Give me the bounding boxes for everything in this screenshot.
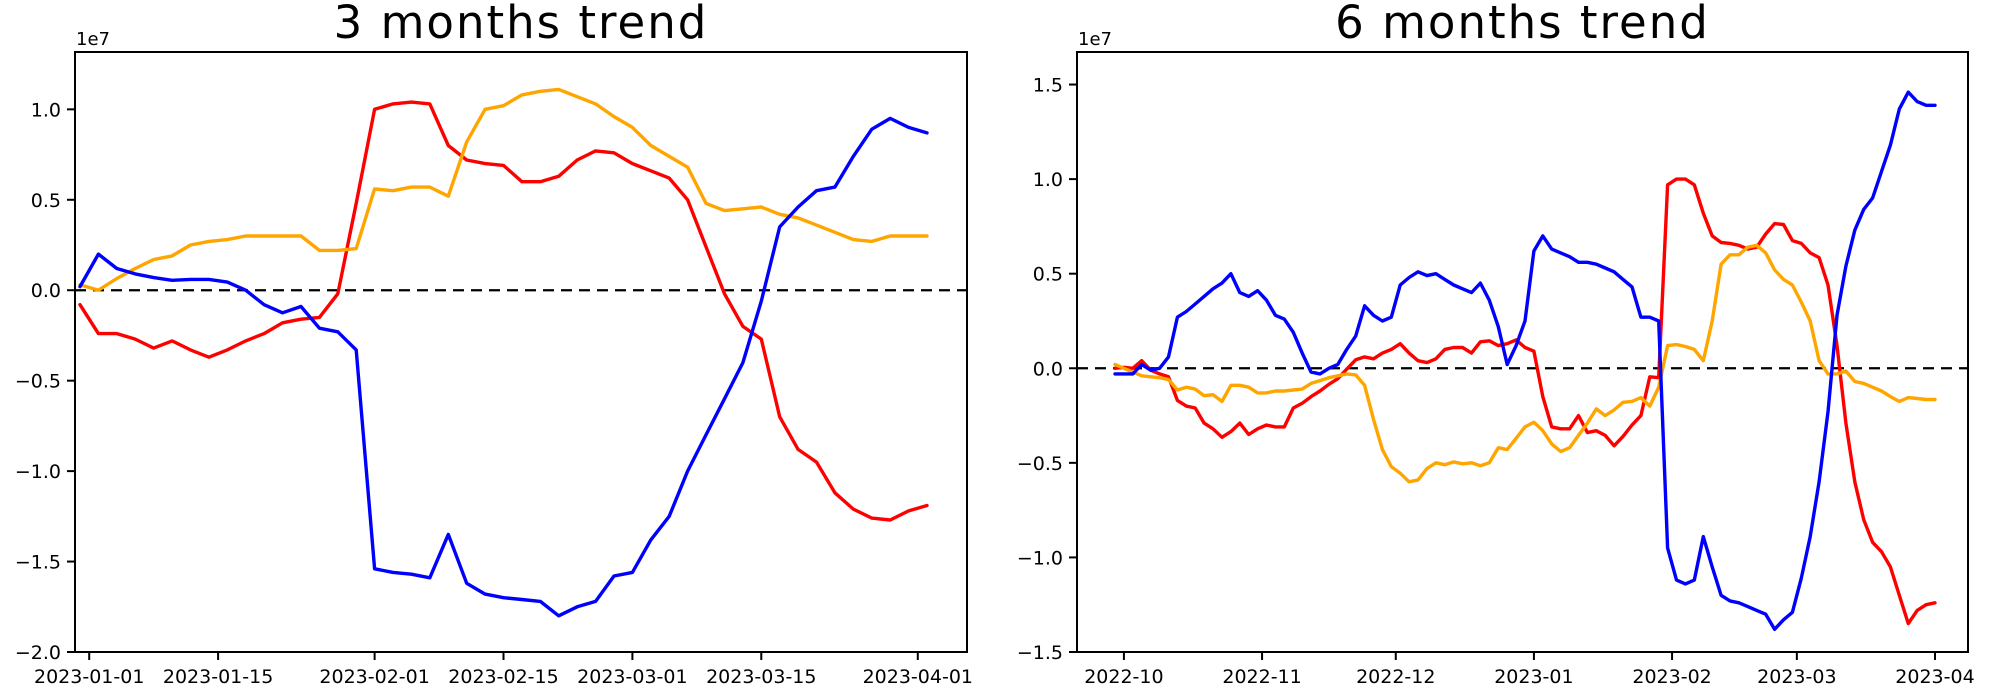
three-months-trend-axes-border <box>74 51 968 653</box>
six-months-trend-chart: 1.5 1.0 0.5 0.0 −0.5 −1.0 −1.5 2022-10 2022-11 20… <box>1017 0 1975 688</box>
six-months-trend-y-tick-label: 0.5 <box>1033 264 1063 286</box>
three-months-trend-x-tick-label: 2023-03-01 <box>577 666 687 688</box>
six-months-trend-series-red <box>1113 177 1937 626</box>
six-months-trend-series-orange <box>1113 243 1937 484</box>
three-months-trend-x-tick-label: 2023-02-01 <box>319 666 429 688</box>
six-months-trend-axes-border <box>1076 51 1969 653</box>
three-months-trend-axis-offset-label: 1e7 <box>76 29 110 50</box>
three-months-trend-y-tick-label: 1.0 <box>31 99 61 121</box>
six-months-trend-x-tick-label: 2023-02 <box>1632 666 1711 688</box>
three-months-trend-x-tick-label: 2023-02-15 <box>448 666 558 688</box>
three-months-trend-x-tick-label: 2023-04-01 <box>863 666 973 688</box>
six-months-trend-y-tick-label: −1.5 <box>1017 642 1063 664</box>
six-months-trend-x-tick-label: 2023-04 <box>1895 666 1974 688</box>
three-months-trend-y-tick-label: −1.5 <box>15 552 61 574</box>
six-months-trend-plot-area <box>1077 52 1968 652</box>
three-months-trend-plot-area <box>75 52 967 652</box>
six-months-trend-y-tick-label: 1.5 <box>1033 75 1063 97</box>
six-months-trend-x-tick-label: 2022-10 <box>1084 666 1163 688</box>
three-months-trend-y-tick-label: −2.0 <box>15 642 61 664</box>
six-months-trend-x-tick-label: 2023-01 <box>1494 666 1573 688</box>
three-months-trend-series-red <box>78 100 929 522</box>
six-months-trend-series-blue <box>1113 90 1937 631</box>
six-months-trend-x-tick-label: 2023-03 <box>1757 666 1836 688</box>
three-months-trend-y-tick-label: −0.5 <box>15 371 61 393</box>
six-months-trend-y-tick-label: 1.0 <box>1033 169 1063 191</box>
three-months-trend-y-tick-label: −1.0 <box>15 461 61 483</box>
six-months-trend-y-tick-label: −0.5 <box>1017 453 1063 475</box>
six-months-trend-y-tick-label: 0.0 <box>1033 358 1063 380</box>
three-months-trend-x-tick-label: 2023-01-01 <box>34 666 144 688</box>
three-months-trend-y-tick-label: 0.0 <box>31 280 61 302</box>
three-months-trend-series-blue <box>78 116 929 618</box>
six-months-trend-axis-offset-label: 1e7 <box>1078 29 1112 50</box>
six-months-trend-x-tick-label: 2022-12 <box>1356 666 1435 688</box>
six-months-trend-title: 6 months trend <box>1335 0 1710 49</box>
six-months-trend-x-tick-label: 2022-11 <box>1222 666 1301 688</box>
six-months-trend-y-tick-label: −1.0 <box>1017 547 1063 569</box>
three-months-trend-x-tick-label: 2023-01-15 <box>163 666 273 688</box>
three-months-trend-series-orange <box>78 87 929 292</box>
three-months-trend-title: 3 months trend <box>334 0 709 49</box>
three-months-trend-y-tick-label: 0.5 <box>31 190 61 212</box>
three-months-trend-x-tick-label: 2023-03-15 <box>706 666 816 688</box>
